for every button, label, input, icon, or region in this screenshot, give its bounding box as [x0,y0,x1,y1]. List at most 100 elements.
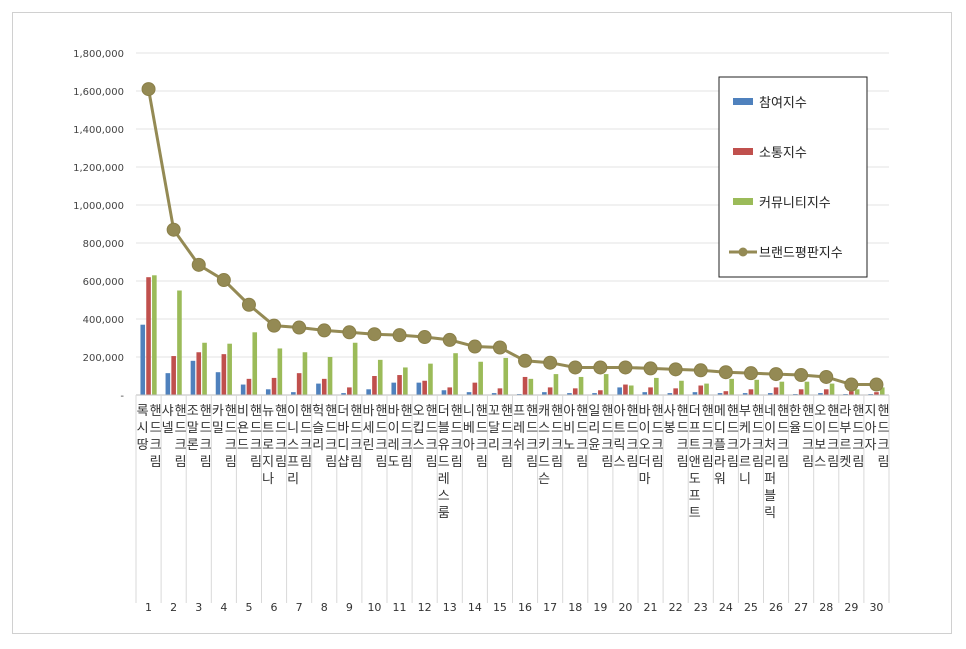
category-char: 아 [613,404,625,419]
category-char: 드 [877,421,889,436]
category-char: 크 [626,438,638,453]
bar [277,348,283,395]
bar [466,392,472,395]
bar [302,352,308,395]
category-index: 13 [443,601,457,614]
category-char: 핸 [476,403,488,419]
bar [553,374,559,395]
category-char: 크 [576,438,588,453]
legend-label: 브랜드평판지수 [759,246,843,261]
line-point [869,377,884,392]
category-index: 4 [220,601,227,614]
bar [352,342,358,395]
category-char: 드 [300,421,312,436]
category-char: 슬 [312,421,324,436]
line-point [718,365,733,380]
bar [648,387,653,395]
bar [829,383,835,395]
bar [441,390,447,395]
category-char: 리 [764,455,776,470]
category-index: 27 [794,601,808,614]
line-point [492,340,507,355]
bar [497,388,503,395]
line-point [392,328,407,343]
bar [623,384,628,395]
line-point [292,320,307,335]
category-char: 바 [388,404,400,419]
y-tick-label: 600,000 [83,277,124,288]
category-char: 드 [526,421,538,436]
category-char: 드 [652,421,664,436]
category-char: 네 [764,404,776,419]
category-char: 프 [689,489,701,504]
line-point [417,330,432,345]
category-char: 세 [362,421,374,436]
category-char: 도 [689,472,701,487]
category-char: 스 [438,489,450,504]
category-char: 림 [777,455,789,470]
category-char: 넬 [162,421,174,436]
x-axis: 록시땅핸드크림1샤넬핸드크림2조말론핸드크림3카밀핸드크림4비욘드핸드크림5뉴트… [135,394,890,614]
category-index: 30 [869,601,883,614]
category-char: 드 [551,421,563,436]
category-char: 드 [438,455,450,470]
category-char: 림 [225,455,237,470]
line-point [543,355,558,370]
category-char: 크 [702,438,714,453]
brand-reputation-chart: - 200,000 400,000 600,000 800,000 1,000,000 1,… [73,49,890,614]
category-char: 크 [601,438,613,453]
category-char: 크 [200,438,212,453]
category-char: 핸 [375,403,387,419]
category-char: 바 [639,404,651,419]
bar [849,391,854,395]
category-char: 림 [401,455,413,470]
category-char: 핸 [426,403,438,419]
category-char: 크 [727,438,739,453]
y-axis: - 200,000 400,000 600,000 800,000 1,000,000 1,… [73,49,124,402]
category-index: 9 [346,601,353,614]
category-char: 드 [702,421,714,436]
category-char: 드 [752,421,764,436]
legend-label: 커뮤니티지수 [759,196,831,211]
category-char: 림 [852,455,864,470]
category-char: 도 [388,455,400,470]
bar [146,277,151,395]
category-char: 크 [375,438,387,453]
category-char: 핸 [677,403,689,419]
category-index: 7 [296,601,303,614]
category-char: 스 [413,438,425,453]
bar [679,380,684,395]
category-char: 드 [501,421,513,436]
category-char: 스 [538,421,550,436]
category-char: 르 [839,438,851,453]
legend-box [718,76,868,278]
category-char: 핸 [752,403,764,419]
category-char: 비 [563,421,575,436]
category-char: 스 [814,455,826,470]
category-char: 더 [337,404,349,419]
category-char: 트 [689,506,701,521]
bar [366,389,371,395]
category-char: 사 [664,404,676,419]
category-char: 더 [438,404,450,419]
bar [472,382,478,395]
category-char: 핸 [225,403,237,419]
category-char: 꼬 [488,404,500,419]
bars-layer [140,275,885,395]
category-char: 핸 [827,403,839,419]
bar [692,392,698,395]
bar [547,387,553,395]
category-char: 니 [739,472,751,487]
category-char: 드 [777,421,789,436]
category-index: 23 [694,601,708,614]
category-char: 크 [827,438,839,453]
category-char: 림 [175,455,187,470]
category-char: 드 [852,421,864,436]
bar [804,381,810,395]
category-char: 드 [727,421,739,436]
category-char: 지 [262,455,274,470]
line-point [191,257,206,272]
bar [754,379,760,395]
